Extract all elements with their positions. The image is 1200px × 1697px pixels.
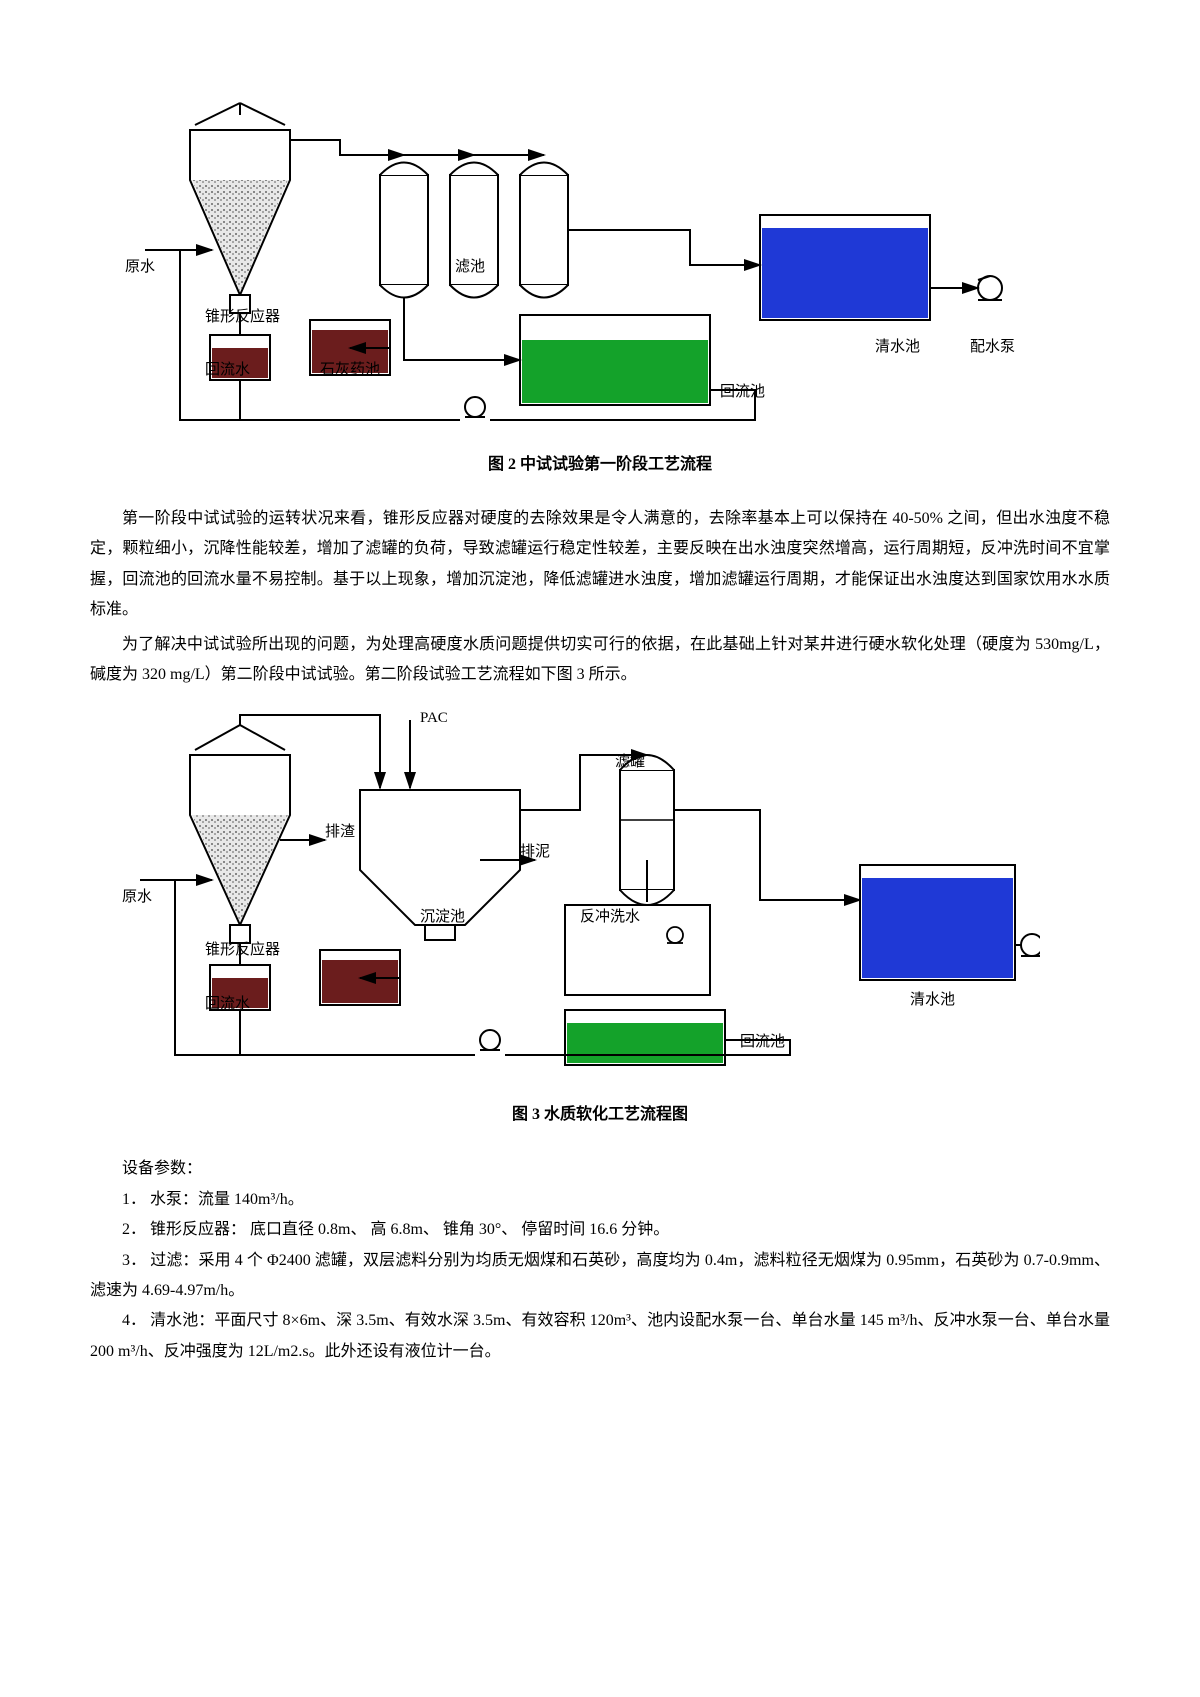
paragraph-1: 第一阶段中试试验的运转状况来看，锥形反应器对硬度的去除效果是令人满意的，去除率基… — [90, 504, 1110, 626]
fig2-label-backflow: 回流水 — [205, 358, 250, 379]
figure-3-caption: 图 3 水质软化工艺流程图 — [90, 1100, 1110, 1124]
fig3-label-filter: 滤罐 — [615, 750, 645, 771]
fig3-label-mud: 排泥 — [520, 840, 550, 861]
equip-2: 2． 锥形反应器： 底口直径 0.8m、 高 6.8m、 锥角 30°、 停留时… — [90, 1215, 1110, 1245]
fig2-label-return: 回流池 — [720, 380, 765, 401]
paragraph-2: 为了解决中试试验所出现的问题，为处理高硬度水质问题提供切实可行的依据，在此基础上… — [90, 630, 1110, 691]
fig2-label-lime: 石灰药池 — [320, 358, 380, 379]
fig3-label-cone: 锥形反应器 — [205, 938, 280, 959]
fig3-label-backflow: 回流水 — [205, 992, 250, 1013]
figure-2-svg — [120, 100, 1020, 430]
fig3-label-sed: 沉淀池 — [420, 905, 465, 926]
fig3-label-clear: 清水池 — [910, 988, 955, 1009]
fig3-label-pac: PAC — [420, 710, 448, 727]
fig3-label-raw: 原水 — [122, 885, 152, 906]
fig3-label-backwash: 反冲洗水 — [580, 905, 640, 926]
equip-1: 1． 水泵：流量 140m³/h。 — [90, 1185, 1110, 1215]
figure-2-caption: 图 2 中试试验第一阶段工艺流程 — [90, 450, 1110, 474]
figure-2-diagram: 原水 锥形反应器 回流水 石灰药池 滤池 回流池 清水池 配水泵 — [120, 100, 1020, 430]
fig3-label-return: 回流池 — [740, 1030, 785, 1051]
fig2-label-cone: 锥形反应器 — [205, 305, 280, 326]
fig2-label-pump: 配水泵 — [970, 335, 1015, 356]
equip-4: 4． 清水池：平面尺寸 8×6m、深 3.5m、有效水深 3.5m、有效容积 1… — [90, 1306, 1110, 1367]
fig3-label-slag: 排渣 — [325, 820, 355, 841]
fig2-label-filter: 滤池 — [455, 255, 485, 276]
fig2-label-raw: 原水 — [125, 255, 155, 276]
equip-3: 3． 过滤：采用 4 个 Φ2400 滤罐，双层滤料分别为均质无烟煤和石英砂，高… — [90, 1246, 1110, 1307]
figure-3-svg — [120, 710, 1040, 1070]
figure-3-diagram: PAC 原水 排渣 锥形反应器 回流水 沉淀池 排泥 滤罐 反冲洗水 回流池 清… — [120, 710, 1040, 1070]
equip-head: 设备参数： — [90, 1154, 1110, 1184]
fig2-label-clear: 清水池 — [875, 335, 920, 356]
